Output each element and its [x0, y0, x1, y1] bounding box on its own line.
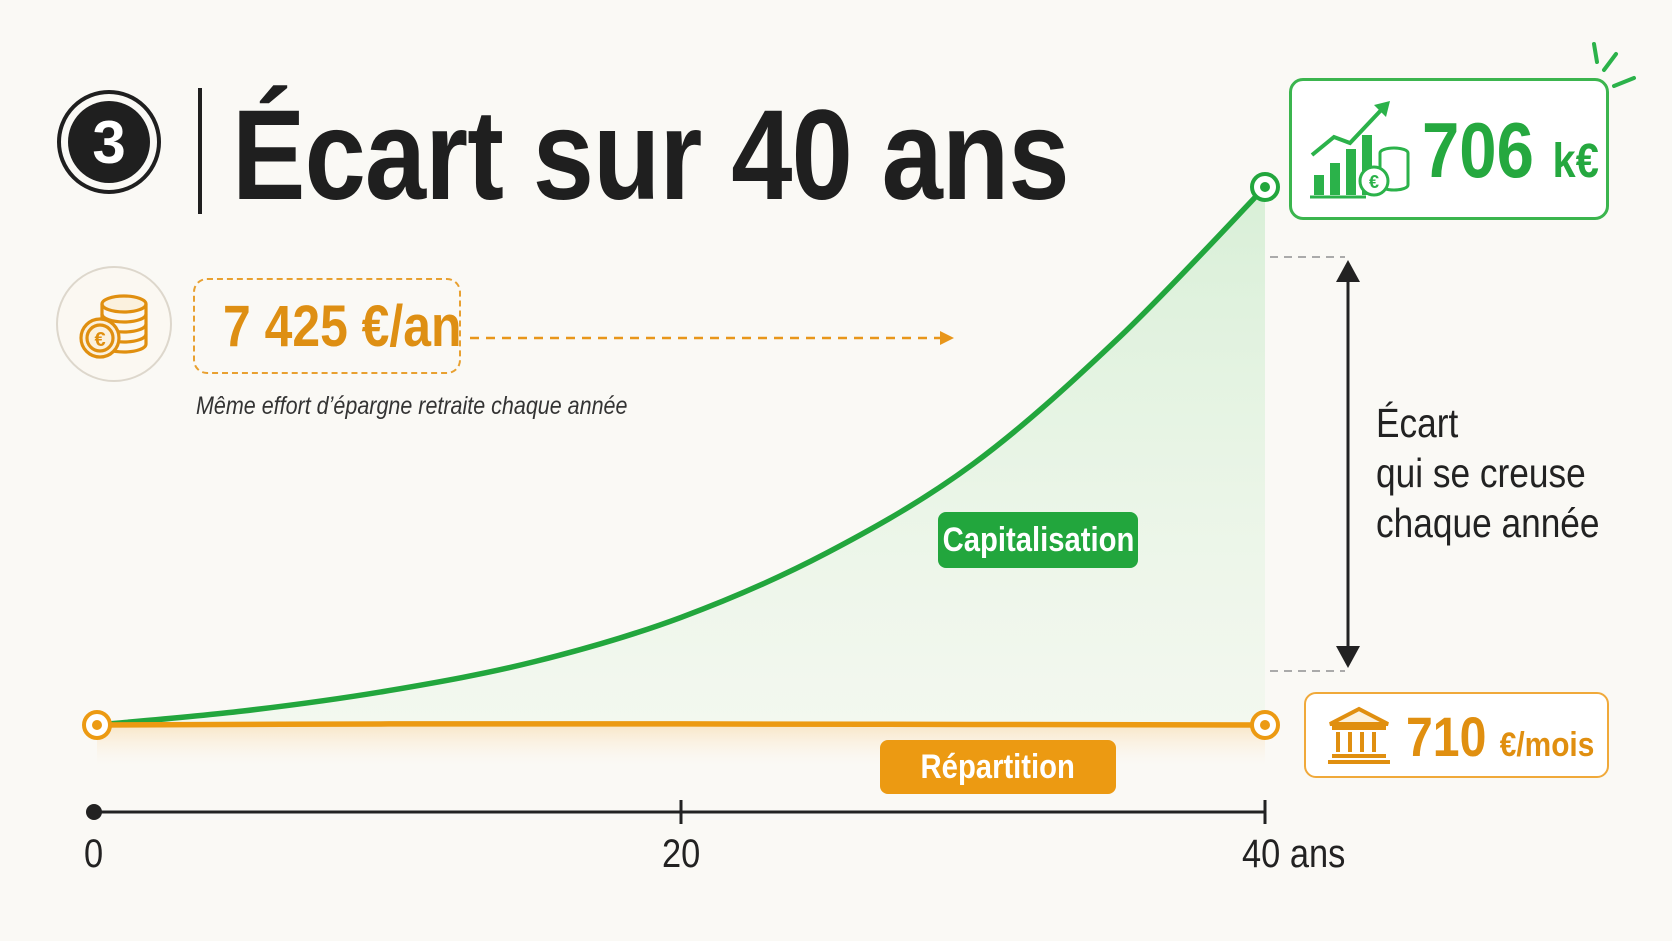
title-divider [198, 88, 202, 214]
step-number: 3 [68, 101, 150, 183]
x-tick-label-20: 20 [662, 832, 701, 876]
capitalisation-line [94, 184, 1268, 728]
capitalisation-value-box: € 706 k€ [1289, 78, 1609, 220]
page-title: Écart sur 40 ans [232, 84, 1070, 227]
bank-icon [1328, 706, 1390, 764]
effort-amount-box: 7 425 €/an [193, 278, 461, 374]
repartition-end-value: 710 €/mois [1406, 705, 1595, 768]
x-tick-label-40: 40 ans [1242, 832, 1346, 876]
growth-chart-icon: € [1310, 101, 1410, 199]
svg-text:€: € [94, 329, 105, 351]
repartition-value-box: 710 €/mois [1304, 692, 1609, 778]
coins-euro-icon: € [56, 266, 172, 382]
capitalisation-label: Capitalisation [938, 512, 1138, 568]
x-axis [86, 800, 1267, 824]
x-tick-label-0: 0 [84, 832, 104, 876]
repartition-line [94, 721, 1268, 728]
repartition-start-point [82, 710, 112, 740]
gap-label: Écart qui se creuse chaque année [1376, 400, 1600, 546]
step-badge: 3 [57, 90, 161, 194]
effort-caption: Même effort d’épargne retraite chaque an… [196, 392, 628, 420]
repartition-label: Répartition [880, 740, 1116, 794]
svg-text:€: € [1369, 172, 1379, 192]
repartition-end-point [1250, 710, 1280, 740]
capitalisation-area [97, 187, 1265, 725]
capitalisation-end-value: 706 k€ [1422, 106, 1599, 194]
capitalisation-end-point [1250, 172, 1280, 202]
gap-arrow-icon [1336, 260, 1360, 668]
sparkle-icon [1592, 42, 1636, 88]
effort-amount: 7 425 €/an [223, 293, 462, 359]
